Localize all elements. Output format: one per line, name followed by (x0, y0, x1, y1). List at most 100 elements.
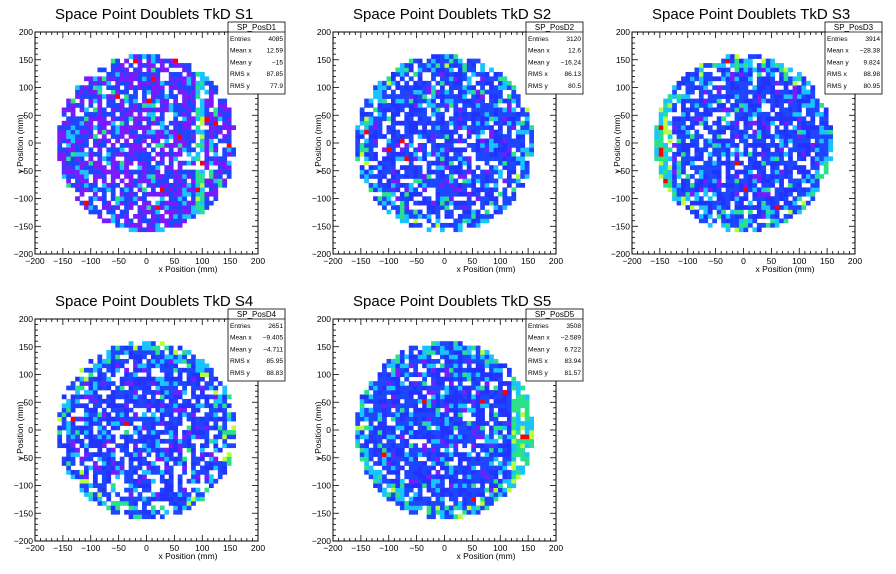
heatmap-bin (124, 85, 129, 91)
heatmap-bin (765, 116, 771, 122)
heatmap-bin (70, 474, 76, 480)
heatmap-bin (743, 103, 749, 108)
heatmap-bin (186, 214, 192, 219)
heatmap-bin (159, 116, 165, 122)
heatmap-bin (217, 125, 223, 130)
heatmap-bin (231, 443, 236, 449)
heatmap-bin (747, 80, 753, 86)
heatmap-bin (390, 416, 396, 422)
heatmap-bin (515, 160, 521, 166)
heatmap-bin (115, 509, 121, 515)
heatmap-bin (84, 182, 89, 188)
heatmap-bin (444, 89, 450, 95)
heatmap-bin (448, 89, 454, 95)
y-tick-label: 100 (616, 83, 630, 93)
heatmap-bin (373, 394, 378, 400)
heatmap-bin (747, 71, 753, 77)
heatmap-bin (480, 107, 485, 113)
heatmap-bin (115, 67, 121, 73)
heatmap-bin (457, 71, 463, 77)
heatmap-bin (743, 191, 749, 197)
heatmap-bin (150, 227, 156, 233)
heatmap-bin (226, 116, 232, 122)
heatmap-bin (368, 456, 374, 462)
heatmap-bin (721, 143, 726, 148)
heatmap-bin (663, 98, 668, 104)
heatmap-bin (480, 103, 485, 108)
heatmap-bin (128, 350, 134, 355)
heatmap-bin (182, 407, 187, 413)
heatmap-bin (75, 134, 80, 139)
heatmap-bin (444, 58, 450, 64)
heatmap-bin (137, 169, 143, 175)
heatmap-bin (200, 367, 205, 373)
heatmap-bin (92, 134, 98, 139)
heatmap-bin (115, 85, 121, 91)
heatmap-bin (119, 412, 125, 417)
heatmap-bin (716, 147, 722, 153)
heatmap-bin (422, 125, 427, 130)
heatmap-bin (779, 116, 784, 122)
heatmap-bin (743, 129, 749, 135)
heatmap-bin (110, 196, 116, 202)
heatmap-bin (222, 103, 228, 108)
heatmap-bin (408, 63, 414, 68)
heatmap-bin (173, 358, 179, 364)
heatmap-bin (471, 187, 477, 193)
heatmap-bin (730, 187, 735, 193)
heatmap-bin (422, 187, 427, 193)
heatmap-bin (377, 200, 383, 206)
heatmap-bin (399, 174, 405, 179)
heatmap-bin (386, 160, 392, 166)
heatmap-bin (426, 85, 432, 91)
heatmap-bin (195, 496, 201, 502)
heatmap-bin (101, 487, 107, 493)
heatmap-bin (792, 165, 798, 170)
heatmap-bin (667, 134, 673, 139)
heatmap-bin (84, 76, 89, 82)
heatmap-bin (119, 89, 125, 95)
heatmap-bin (182, 381, 187, 386)
heatmap-bin (489, 187, 494, 193)
heatmap-bin (377, 385, 383, 391)
heatmap-bin (506, 134, 512, 139)
heatmap-bin (186, 129, 192, 135)
heatmap-bin (707, 151, 713, 157)
heatmap-bin (752, 182, 758, 188)
heatmap-bin (119, 447, 125, 453)
heatmap-bin (685, 85, 691, 91)
heatmap-bin (730, 85, 735, 91)
heatmap-bin (506, 196, 512, 202)
heatmap-bin (173, 381, 179, 386)
heatmap-bin (79, 376, 85, 382)
heatmap-bin (752, 165, 758, 170)
heatmap-bin (204, 143, 210, 148)
heatmap-bin (457, 165, 463, 170)
heatmap-bin (716, 89, 722, 95)
heatmap-bin (110, 120, 116, 126)
heatmap-bin (186, 98, 192, 104)
heatmap-bin (173, 505, 179, 511)
heatmap-bin (146, 390, 152, 395)
heatmap-bin (698, 218, 704, 224)
heatmap-bin (124, 438, 129, 444)
heatmap-bin (110, 129, 116, 135)
heatmap-bin (444, 138, 450, 144)
heatmap-bin (213, 174, 219, 179)
heatmap-bin (734, 120, 740, 126)
heatmap-bin (97, 496, 103, 502)
heatmap-bin (797, 120, 802, 126)
heatmap-bin (716, 178, 722, 184)
heatmap-bin (182, 403, 187, 409)
heatmap-bin (119, 165, 125, 170)
heatmap-bin (756, 54, 762, 59)
heatmap-bin (208, 456, 214, 462)
heatmap-bin (797, 196, 802, 202)
heatmap-bin (115, 416, 121, 422)
heatmap-bin (788, 160, 793, 166)
heatmap-bin (119, 147, 125, 153)
heatmap-bin (142, 403, 147, 409)
heatmap-s4: −200 −150 −100 −50 0 50 100 150 200−200−150−100−… (14, 308, 286, 561)
heatmap-bin (734, 58, 740, 64)
heatmap-bin (137, 134, 143, 139)
